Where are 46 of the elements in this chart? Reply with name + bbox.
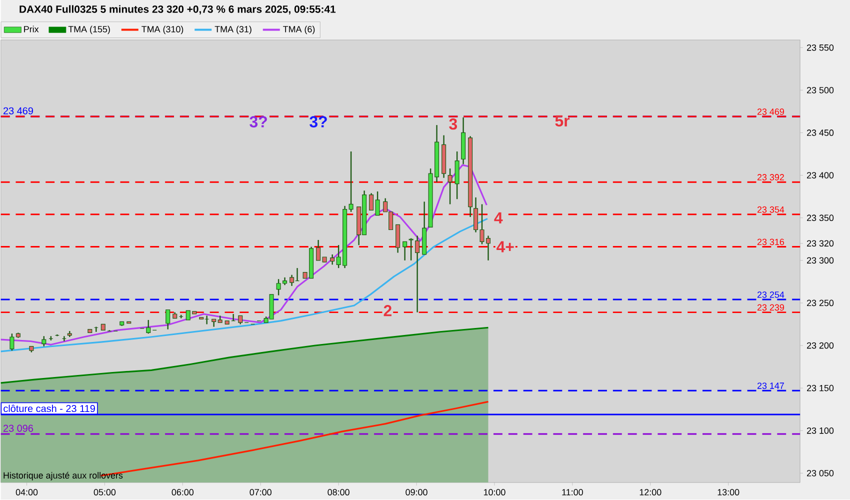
y-tick-label: 23 500 [806, 87, 834, 94]
ref-line-label: clôture cash - 23 119 [4, 404, 95, 412]
annotation: 4 [494, 212, 503, 224]
ref-line-label: 23 147 [757, 382, 784, 390]
y-tick-label: 23 450 [806, 130, 834, 136]
legend-label: Prix [24, 26, 39, 33]
ref-line-label: 23 392 [757, 174, 784, 181]
chart-title: DAX40 Full0325 5 minutes 23 320 +0,73 % 6 mars 2025, 09:55:41 [20, 5, 336, 15]
x-tick-label: 10:00 [484, 489, 506, 496]
x-tick-label: 11:00 [562, 489, 583, 496]
x-tick-label: 04:00 [16, 489, 38, 496]
y-tick-label: 23 320 [806, 240, 834, 247]
y-tick-label: 23 250 [806, 300, 834, 306]
x-tick-label: 08:00 [328, 489, 350, 496]
legend-label: TMA (310) [142, 26, 184, 34]
x-tick-label: 05:00 [94, 489, 116, 496]
annotation: 3? [310, 116, 327, 128]
x-tick-label: 13:00 [718, 489, 740, 496]
y-tick-label: 23 100 [806, 428, 834, 434]
annotation: Historique ajusté aux rollovers [4, 472, 123, 481]
y-tick-label: 23 400 [806, 172, 834, 179]
legend-label: TMA (6) [283, 26, 315, 34]
x-tick-label: 09:00 [406, 489, 428, 496]
ref-line-label: 23 316 [757, 238, 784, 246]
y-tick-label: 23 050 [806, 470, 834, 477]
y-tick-label: 23 550 [806, 44, 834, 52]
y-tick-label: 23 350 [806, 214, 834, 222]
annotation: 2 [384, 305, 392, 316]
x-tick-label: 12:00 [640, 489, 662, 496]
annotation: 3? [250, 116, 267, 128]
x-tick-label: 07:00 [250, 489, 272, 496]
annotation: 5r [555, 116, 570, 127]
y-tick-label: 23 300 [806, 257, 834, 264]
ref-line-label: 23 096 [4, 425, 33, 432]
annotation: 3 [449, 118, 458, 130]
ref-line-label: 23 469 [757, 108, 784, 116]
y-tick-label: 23 200 [806, 342, 834, 349]
y-tick-label: 23 150 [806, 385, 834, 392]
ref-line-label: 23 254 [757, 292, 784, 298]
ref-line-label: 23 469 [4, 108, 33, 115]
ref-line-label: 23 354 [757, 206, 784, 213]
ref-line-label: 23 239 [757, 304, 784, 311]
legend-label: TMA (155) [68, 26, 110, 34]
legend-label: TMA (31) [214, 26, 252, 34]
annotation: 4+ [496, 242, 514, 252]
x-tick-label: 06:00 [172, 489, 194, 496]
